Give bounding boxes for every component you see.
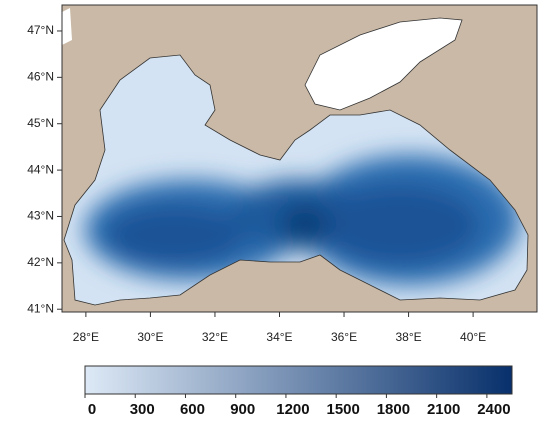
map-frame (61, 4, 538, 313)
inland-water (62, 8, 72, 45)
x-tick-label: 34°E (266, 330, 292, 344)
sea-of-azov (304, 17, 463, 111)
deep-basin (85, 155, 520, 285)
x-tick-label: 40°E (460, 330, 486, 344)
y-tick-label: 47°N (27, 23, 54, 37)
y-tick-label: 41°N (27, 301, 54, 315)
colorbar-tick-label: 2400 (477, 401, 510, 418)
x-tick-label: 32°E (202, 330, 228, 344)
y-tick-label: 43°N (27, 209, 54, 223)
colorbar-tick-label: 600 (180, 401, 205, 418)
y-tick-label: 42°N (27, 255, 54, 269)
colorbar-bar (84, 365, 513, 395)
colorbar-tick-label: 0 (88, 401, 96, 418)
y-tick-label: 46°N (27, 70, 54, 84)
colorbar: 0 300 600 900 1200 1500 1800 2100 2400 (84, 365, 513, 418)
colorbar-tick-label: 1200 (276, 401, 309, 418)
deepest (280, 203, 330, 247)
colorbar-tick-label: 1500 (326, 401, 359, 418)
axes: 28°E 30°E 32°E 34°E 36°E 38°E 40°E 41°N 42°N 43°N… (27, 23, 486, 344)
x-tick-label: 38°E (395, 330, 421, 344)
colorbar-tick-label: 900 (230, 401, 255, 418)
colorbar-tick-label: 2100 (427, 401, 460, 418)
west-core (105, 205, 245, 265)
y-tick-label: 44°N (27, 162, 54, 176)
east-core (320, 185, 480, 265)
y-tick-label: 45°N (27, 116, 54, 130)
x-tick-label: 30°E (137, 330, 163, 344)
x-tick-label: 28°E (73, 330, 99, 344)
colorbar-tick-label: 1800 (377, 401, 410, 418)
colorbar-tick-label: 300 (130, 401, 155, 418)
x-tick-label: 36°E (331, 330, 357, 344)
